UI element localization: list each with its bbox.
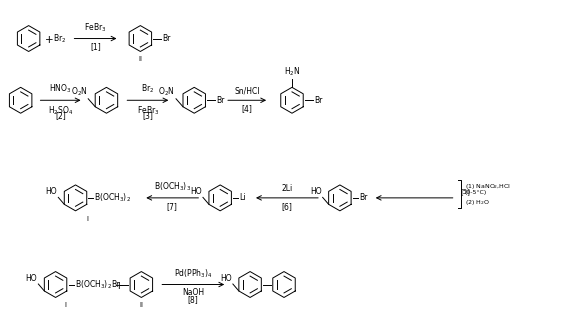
Text: Br$_2$: Br$_2$ [141,83,154,95]
Text: H$_2$SO$_4$: H$_2$SO$_4$ [48,104,73,117]
Text: [4]: [4] [242,104,252,113]
Text: Br: Br [111,280,119,289]
Text: [7]: [7] [167,202,178,211]
Text: B(OCH$_3$)$_2$: B(OCH$_3$)$_2$ [74,278,112,291]
Text: HO: HO [190,187,202,196]
Text: Li: Li [239,193,245,202]
Text: I: I [86,216,89,222]
Text: +: + [115,280,124,290]
Text: Br: Br [359,193,367,202]
Text: Br: Br [162,34,170,43]
Text: B(OCH$_3$)$_2$: B(OCH$_3$)$_2$ [94,192,131,204]
Text: [6]: [6] [282,202,293,211]
Text: [2]: [2] [55,111,66,120]
Text: II: II [138,57,142,62]
Text: Sn/HCl: Sn/HCl [234,86,260,95]
Text: [5]: [5] [461,189,471,195]
Text: FeBr$_3$: FeBr$_3$ [137,104,159,117]
Text: II: II [139,303,143,309]
Text: Br: Br [216,96,225,105]
Text: [3]: [3] [142,111,153,120]
Text: I: I [65,303,67,309]
Text: [8]: [8] [188,295,199,305]
Text: HO: HO [46,187,57,196]
Text: H$_2$N: H$_2$N [284,66,300,78]
Text: O$_2$N: O$_2$N [158,85,175,98]
Text: +: + [46,35,54,45]
Text: (2) H$_2$O: (2) H$_2$O [465,198,490,207]
Text: (0-5°C): (0-5°C) [465,190,487,195]
Text: FeBr$_3$: FeBr$_3$ [84,21,107,34]
Text: 2Li: 2Li [282,184,293,193]
Text: Br$_2$: Br$_2$ [53,32,66,45]
Text: [1]: [1] [90,43,101,52]
Text: Pd(PPh$_3$)$_4$: Pd(PPh$_3$)$_4$ [174,267,213,279]
Text: O$_2$N: O$_2$N [70,85,87,98]
Text: HO: HO [26,274,37,283]
Text: (1) NaNO$_2$,HCl: (1) NaNO$_2$,HCl [465,182,511,191]
Text: NaOH: NaOH [182,288,204,297]
Text: Br: Br [314,96,323,105]
Text: HO: HO [220,274,232,283]
Text: B(OCH$_3$)$_3$: B(OCH$_3$)$_3$ [154,180,191,193]
Text: HO: HO [310,187,321,196]
Text: HNO$_3$: HNO$_3$ [50,83,72,95]
